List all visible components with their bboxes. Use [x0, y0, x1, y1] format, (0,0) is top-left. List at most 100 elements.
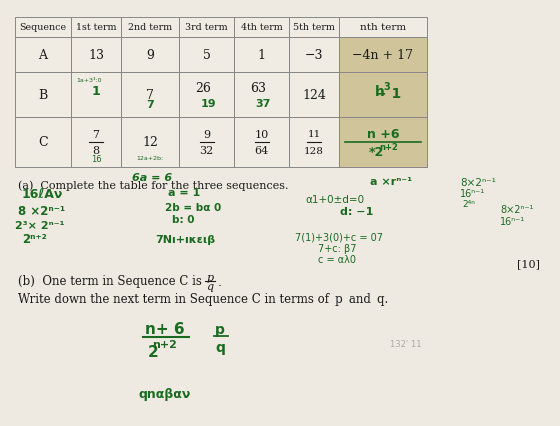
Text: 16ℓAν: 16ℓAν [22, 188, 63, 201]
Text: 7+c: β7: 7+c: β7 [318, 243, 357, 253]
Text: a = 1: a = 1 [168, 187, 200, 198]
Bar [71, 118, 121, 167]
Text: b: 0: b: 0 [172, 215, 194, 225]
Text: (b)  One term in Sequence C is: (b) One term in Sequence C is [18, 275, 202, 288]
Text: 2ⁿ⁺²: 2ⁿ⁺² [22, 233, 46, 246]
Bar [179, 73, 234, 118]
Bar [179, 38, 234, 73]
Text: A: A [39, 49, 48, 62]
Bar [121, 118, 179, 167]
Text: 2b = bα 0: 2b = bα 0 [165, 202, 221, 213]
Text: C: C [38, 136, 48, 149]
Bar [15, 18, 71, 38]
Text: 3rd term: 3rd term [185, 23, 228, 32]
Text: 37: 37 [256, 98, 271, 108]
Bar [234, 18, 289, 38]
Text: 7: 7 [92, 129, 100, 139]
Text: n +6: n +6 [367, 127, 399, 140]
Text: 2nd term: 2nd term [128, 23, 172, 32]
Text: −3: −3 [305, 49, 323, 62]
Bar [121, 73, 179, 118]
Text: 7: 7 [146, 100, 154, 110]
Bar [71, 38, 121, 73]
Text: 7(1)+3(0)+c = 07: 7(1)+3(0)+c = 07 [295, 233, 383, 242]
Text: 2⁴ⁿ: 2⁴ⁿ [462, 200, 475, 209]
Text: α1+0±d=0: α1+0±d=0 [305, 195, 364, 204]
Bar [339, 118, 427, 167]
Bar [289, 38, 339, 73]
Text: 5: 5 [203, 49, 211, 62]
Text: qnαβαν: qnαβαν [139, 388, 191, 400]
Bar [179, 18, 234, 38]
Bar [289, 118, 339, 167]
Text: 124: 124 [302, 89, 326, 102]
Text: n+2: n+2 [380, 142, 398, 151]
Bar [234, 73, 289, 118]
Bar [15, 18, 427, 167]
Text: Sequence: Sequence [20, 23, 67, 32]
Text: (a)  Complete the table for the three sequences.: (a) Complete the table for the three seq… [18, 180, 288, 191]
Text: 32: 32 [199, 146, 213, 156]
Bar [71, 73, 121, 118]
Text: 1st term: 1st term [76, 23, 116, 32]
Text: 2: 2 [148, 345, 158, 360]
Text: q: q [207, 281, 213, 291]
Text: 1a+3³:0: 1a+3³:0 [76, 78, 101, 83]
Bar [339, 38, 427, 73]
Text: 8 ×2ⁿ⁻¹: 8 ×2ⁿ⁻¹ [18, 205, 65, 218]
Text: c = αλ0: c = αλ0 [318, 254, 356, 265]
Text: 4th term: 4th term [241, 23, 282, 32]
Bar [339, 73, 427, 118]
Text: q: q [215, 340, 225, 354]
Text: 19: 19 [200, 98, 216, 108]
Text: 13: 13 [88, 49, 104, 62]
Text: h: h [375, 85, 385, 99]
Text: 16ⁿ⁻¹: 16ⁿ⁻¹ [500, 216, 525, 227]
Bar [339, 18, 427, 38]
Text: p: p [207, 272, 213, 282]
Text: 64: 64 [254, 146, 269, 156]
Bar [234, 38, 289, 73]
Text: − 1: − 1 [375, 87, 401, 101]
Text: 128: 128 [304, 147, 324, 155]
Text: B: B [39, 89, 48, 102]
Text: n+2: n+2 [152, 339, 178, 349]
Text: n+ 6: n+ 6 [145, 322, 185, 337]
Bar [121, 38, 179, 73]
Text: 12: 12 [142, 136, 158, 149]
Text: 10: 10 [254, 129, 269, 139]
Bar [121, 18, 179, 38]
Text: 11: 11 [307, 130, 321, 139]
Text: 132’ 11: 132’ 11 [390, 340, 422, 349]
Text: 7: 7 [146, 89, 154, 102]
Text: 5th term: 5th term [293, 23, 335, 32]
Text: nth term: nth term [360, 23, 406, 32]
Bar [289, 73, 339, 118]
Bar [179, 118, 234, 167]
Text: 9: 9 [203, 129, 210, 139]
Text: 8×2ⁿ⁻¹: 8×2ⁿ⁻¹ [500, 204, 533, 215]
Text: 8×2ⁿ⁻¹: 8×2ⁿ⁻¹ [460, 178, 496, 187]
Bar [339, 73, 427, 118]
Text: −4n + 17: −4n + 17 [352, 49, 413, 62]
Text: 3: 3 [384, 82, 390, 92]
Text: .: . [218, 275, 222, 288]
Text: d: −1: d: −1 [340, 207, 374, 216]
Bar [71, 18, 121, 38]
Text: 1: 1 [258, 49, 265, 62]
Bar [15, 38, 71, 73]
Text: 7Νı+ıκειβ: 7Νı+ıκειβ [155, 234, 215, 245]
Text: a ×rⁿ⁻¹: a ×rⁿ⁻¹ [370, 177, 412, 187]
Bar [289, 18, 339, 38]
Bar [15, 118, 71, 167]
Text: 16ⁿ⁻¹: 16ⁿ⁻¹ [460, 189, 485, 199]
Text: 1: 1 [92, 85, 100, 98]
Text: 6a = 6: 6a = 6 [132, 173, 172, 183]
Text: 2³× 2ⁿ⁻¹: 2³× 2ⁿ⁻¹ [15, 221, 64, 230]
Bar [15, 73, 71, 118]
Text: Write down the next term in Sequence C in terms of  p  and  q.: Write down the next term in Sequence C i… [18, 293, 388, 306]
Text: 9: 9 [146, 49, 154, 62]
Bar [339, 118, 427, 167]
Text: 12a+2b:: 12a+2b: [137, 155, 164, 160]
Text: 16: 16 [91, 154, 101, 163]
